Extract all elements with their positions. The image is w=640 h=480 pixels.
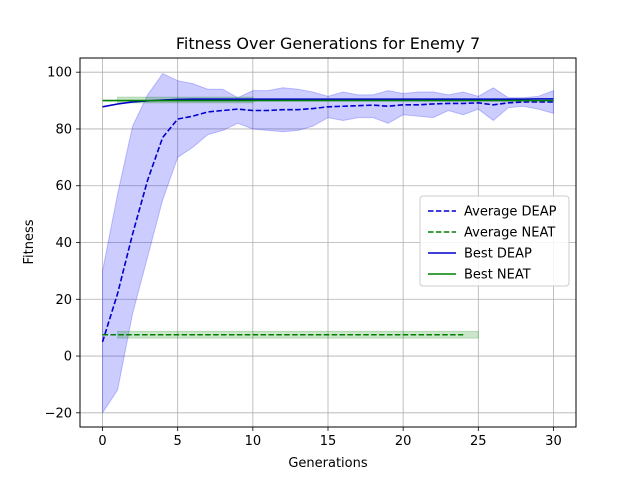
x-tick-label: 30 <box>545 434 562 449</box>
best-deap-line <box>102 98 554 108</box>
y-tick-label: 100 <box>47 66 72 81</box>
legend: Average DEAP Average NEAT Best DEAP Best NE… <box>419 195 570 287</box>
x-tick-label: 5 <box>174 434 182 449</box>
y-tick-label: 20 <box>55 293 72 308</box>
y-tick-label: 60 <box>55 179 72 194</box>
legend-label-best-deap: Best DEAP <box>464 247 532 262</box>
x-tick-label: 25 <box>470 434 487 449</box>
x-axis-ticks: 0 5 10 15 20 25 30 <box>98 427 562 449</box>
x-tick-label: 20 <box>395 434 412 449</box>
x-tick-label: 10 <box>245 434 262 449</box>
x-axis-label: Generations <box>288 456 368 471</box>
y-tick-label: 0 <box>64 350 72 365</box>
legend-label-best-neat: Best NEAT <box>464 268 531 283</box>
legend-label-average-deap: Average DEAP <box>464 205 557 220</box>
series-lines <box>101 98 554 343</box>
y-tick-label: 40 <box>55 236 72 251</box>
chart-title: Fitness Over Generations for Enemy 7 <box>176 34 480 53</box>
legend-box <box>419 195 570 287</box>
average-deap-line <box>101 101 554 343</box>
y-tick-label: −20 <box>45 406 72 421</box>
average-neat-band <box>117 330 479 339</box>
legend-label-average-neat: Average NEAT <box>464 226 555 241</box>
x-tick-label: 15 <box>320 434 337 449</box>
y-axis-label: Fitness <box>22 219 37 264</box>
average-deap-band <box>102 72 554 415</box>
y-axis-ticks: −20 0 20 40 60 80 100 <box>45 66 80 421</box>
x-tick-label: 0 <box>98 434 106 449</box>
y-tick-label: 80 <box>55 122 72 137</box>
